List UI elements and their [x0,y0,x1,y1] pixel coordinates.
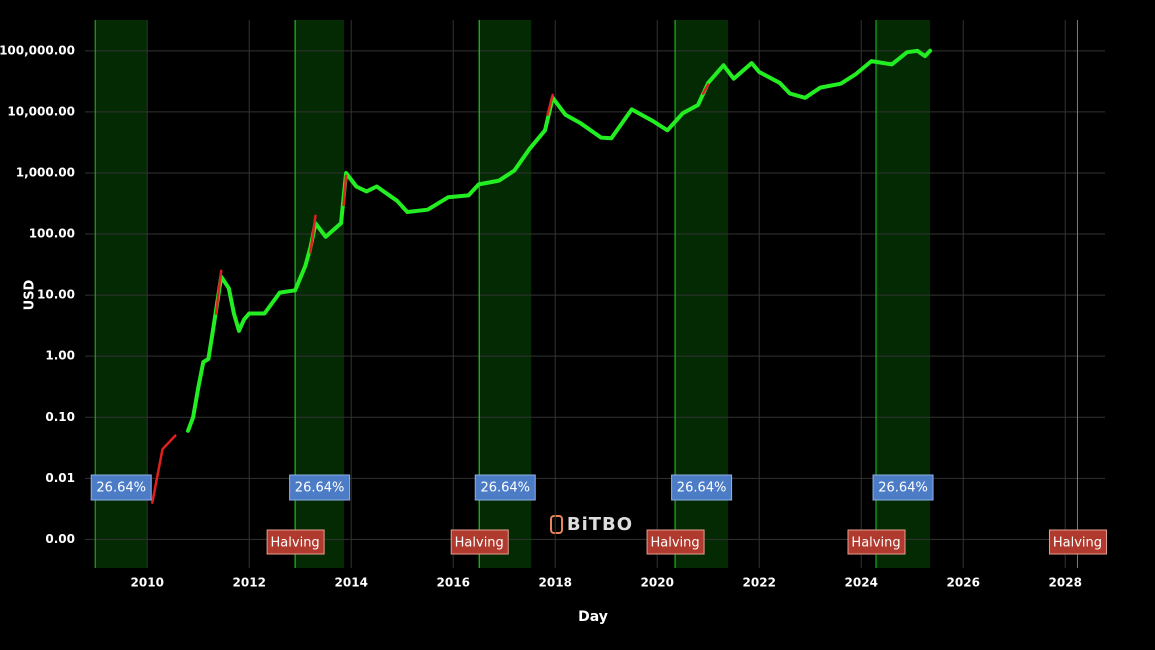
halving-label: Halving [1053,536,1102,551]
halving-label: Halving [650,536,699,551]
y-tick-label: 0.10 [45,410,75,424]
x-tick-label: 2022 [743,576,776,590]
halving-label-box [646,529,705,555]
y-tick-label: 100.00 [29,227,75,241]
y-tick-label: 1,000.00 [16,165,75,179]
band-label: 26.64% [677,481,727,496]
y-tick-label: 1.00 [45,349,75,363]
watermark-logo [550,515,563,534]
halving-label-box [847,529,906,555]
x-tick-label: 2026 [947,576,980,590]
watermark: BiTBO [567,514,633,535]
x-tick-label: 2010 [131,576,164,590]
halving-label: Halving [271,536,320,551]
halving-label-box [1048,529,1107,555]
halving-label: Halving [455,536,504,551]
band-label: 26.64% [878,481,928,496]
x-tick-label: 2014 [335,576,368,590]
halving-label-box [450,529,509,555]
band-label-box [671,474,733,501]
x-tick-label: 2016 [437,576,470,590]
x-tick-label: 2020 [641,576,674,590]
band-label-box [474,474,536,501]
y-tick-label: 10.00 [37,288,75,302]
y-axis-label: USD [23,279,38,310]
band-label-box [289,474,351,501]
band-label: 26.64% [96,481,146,496]
halving-label-box [266,529,325,555]
y-tick-label: 10,000.00 [7,104,75,118]
y-tick-label: 100,000.00 [0,43,75,57]
halving-label: Halving [851,536,900,551]
band-label-box [872,474,934,501]
x-tick-label: 2024 [845,576,878,590]
price-line [151,83,710,504]
band-label: 26.64% [480,481,530,496]
x-tick-label: 2028 [1049,576,1082,590]
x-tick-label: 2012 [233,576,266,590]
band-label-box [90,474,152,501]
y-tick-label: 0.00 [45,532,75,546]
y-tick-label: 0.01 [45,471,75,485]
x-axis-label: Day [578,609,608,625]
band-label: 26.64% [295,481,345,496]
price-line [186,48,933,433]
x-tick-label: 2018 [539,576,572,590]
